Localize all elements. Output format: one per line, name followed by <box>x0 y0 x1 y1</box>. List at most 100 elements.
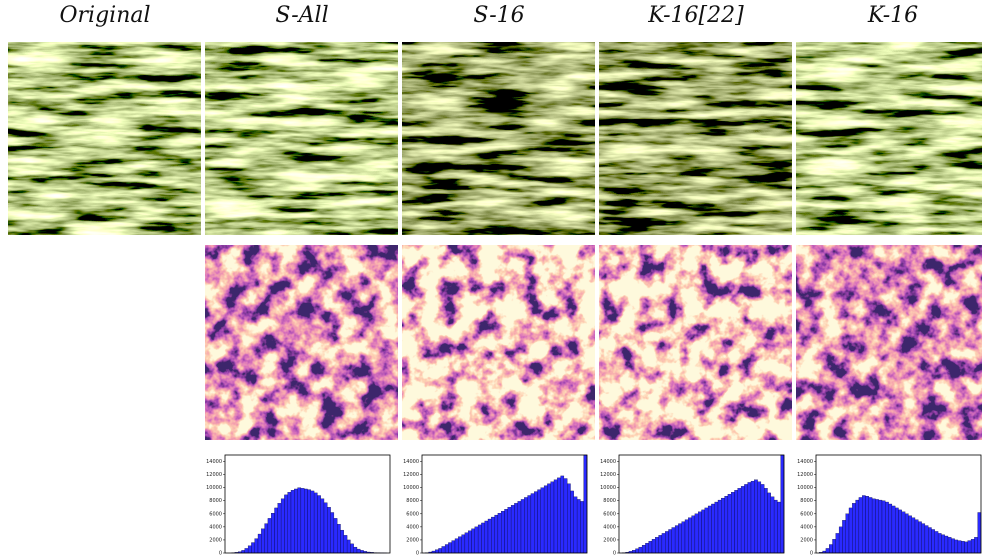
bar <box>498 513 501 553</box>
bar <box>781 455 784 553</box>
bar <box>758 482 761 553</box>
photo-k-16 <box>796 42 982 235</box>
bar <box>774 500 777 553</box>
y-tick-label: 2000 <box>603 537 616 543</box>
bar <box>580 501 583 553</box>
bar <box>485 521 488 553</box>
bar <box>978 512 981 553</box>
bar <box>882 501 885 553</box>
bar <box>935 531 938 553</box>
bar <box>731 492 734 553</box>
bar <box>965 542 968 553</box>
bar <box>298 488 301 553</box>
bar <box>547 484 550 553</box>
photo-s-all <box>205 42 398 235</box>
bar <box>744 484 747 553</box>
bar <box>551 482 554 553</box>
bar <box>738 488 741 553</box>
bar <box>872 499 875 553</box>
heatmap-s-all <box>205 245 398 440</box>
bar <box>528 496 531 553</box>
y-tick-label: 12000 <box>206 472 222 478</box>
bar <box>941 535 944 553</box>
column-header: S-All <box>275 3 328 28</box>
bar <box>584 455 587 553</box>
bar <box>768 493 771 553</box>
column-header: S-16 <box>473 3 524 28</box>
bar <box>468 531 471 553</box>
y-tick-label: 10000 <box>403 485 419 491</box>
y-tick-label: 14000 <box>797 459 813 465</box>
bar <box>278 503 281 553</box>
bar <box>288 492 291 553</box>
bar <box>912 518 915 553</box>
bar <box>875 499 878 553</box>
bar <box>915 520 918 553</box>
y-tick-label: 10000 <box>206 485 222 491</box>
bar <box>649 541 652 553</box>
bar <box>852 503 855 553</box>
bar <box>308 490 311 553</box>
bar <box>505 509 508 553</box>
y-tick-label: 8000 <box>800 498 813 504</box>
bar <box>669 529 672 553</box>
bar <box>751 481 754 553</box>
bar <box>501 511 504 553</box>
bar <box>284 495 287 553</box>
photo-s-16 <box>402 42 595 235</box>
bar <box>341 530 344 553</box>
bar <box>491 517 494 553</box>
y-tick-label: 2000 <box>800 537 813 543</box>
bar <box>518 501 521 553</box>
bar <box>265 524 268 553</box>
bar <box>544 486 547 553</box>
bar <box>925 526 928 553</box>
y-tick-label: 10000 <box>797 485 813 491</box>
bar <box>705 508 708 553</box>
bar <box>294 489 297 553</box>
bar <box>577 499 580 553</box>
bar <box>728 494 731 553</box>
bar <box>829 545 832 553</box>
bar <box>955 540 958 553</box>
bar <box>455 539 458 553</box>
bar <box>932 529 935 553</box>
bar <box>971 539 974 553</box>
bar <box>842 520 845 553</box>
bar <box>945 536 948 553</box>
bar <box>564 479 567 553</box>
bar <box>508 507 511 553</box>
y-tick-label: 12000 <box>797 472 813 478</box>
y-tick-label: 6000 <box>406 511 419 517</box>
bar <box>682 522 685 553</box>
bar <box>688 518 691 553</box>
bar <box>357 549 360 553</box>
bar <box>557 478 560 553</box>
bar <box>698 512 701 553</box>
bar <box>859 497 862 553</box>
bar <box>725 496 728 553</box>
bar <box>521 499 524 553</box>
column-header: Original <box>59 3 150 28</box>
y-tick-label: 10000 <box>600 485 616 491</box>
bar <box>475 527 478 553</box>
bar <box>481 523 484 553</box>
bar <box>895 508 898 553</box>
y-tick-label: 6000 <box>209 511 222 517</box>
bar <box>721 498 724 553</box>
bar <box>761 484 764 553</box>
bar <box>495 515 498 553</box>
bar <box>885 502 888 553</box>
bar <box>892 506 895 553</box>
bar <box>445 545 448 553</box>
bar <box>281 499 284 553</box>
bar <box>632 550 635 553</box>
y-tick-label: 12000 <box>403 472 419 478</box>
bar <box>833 539 836 553</box>
bar <box>951 539 954 553</box>
bar <box>685 520 688 553</box>
bar <box>889 504 892 553</box>
photo-original <box>8 42 201 235</box>
bar <box>321 499 324 553</box>
